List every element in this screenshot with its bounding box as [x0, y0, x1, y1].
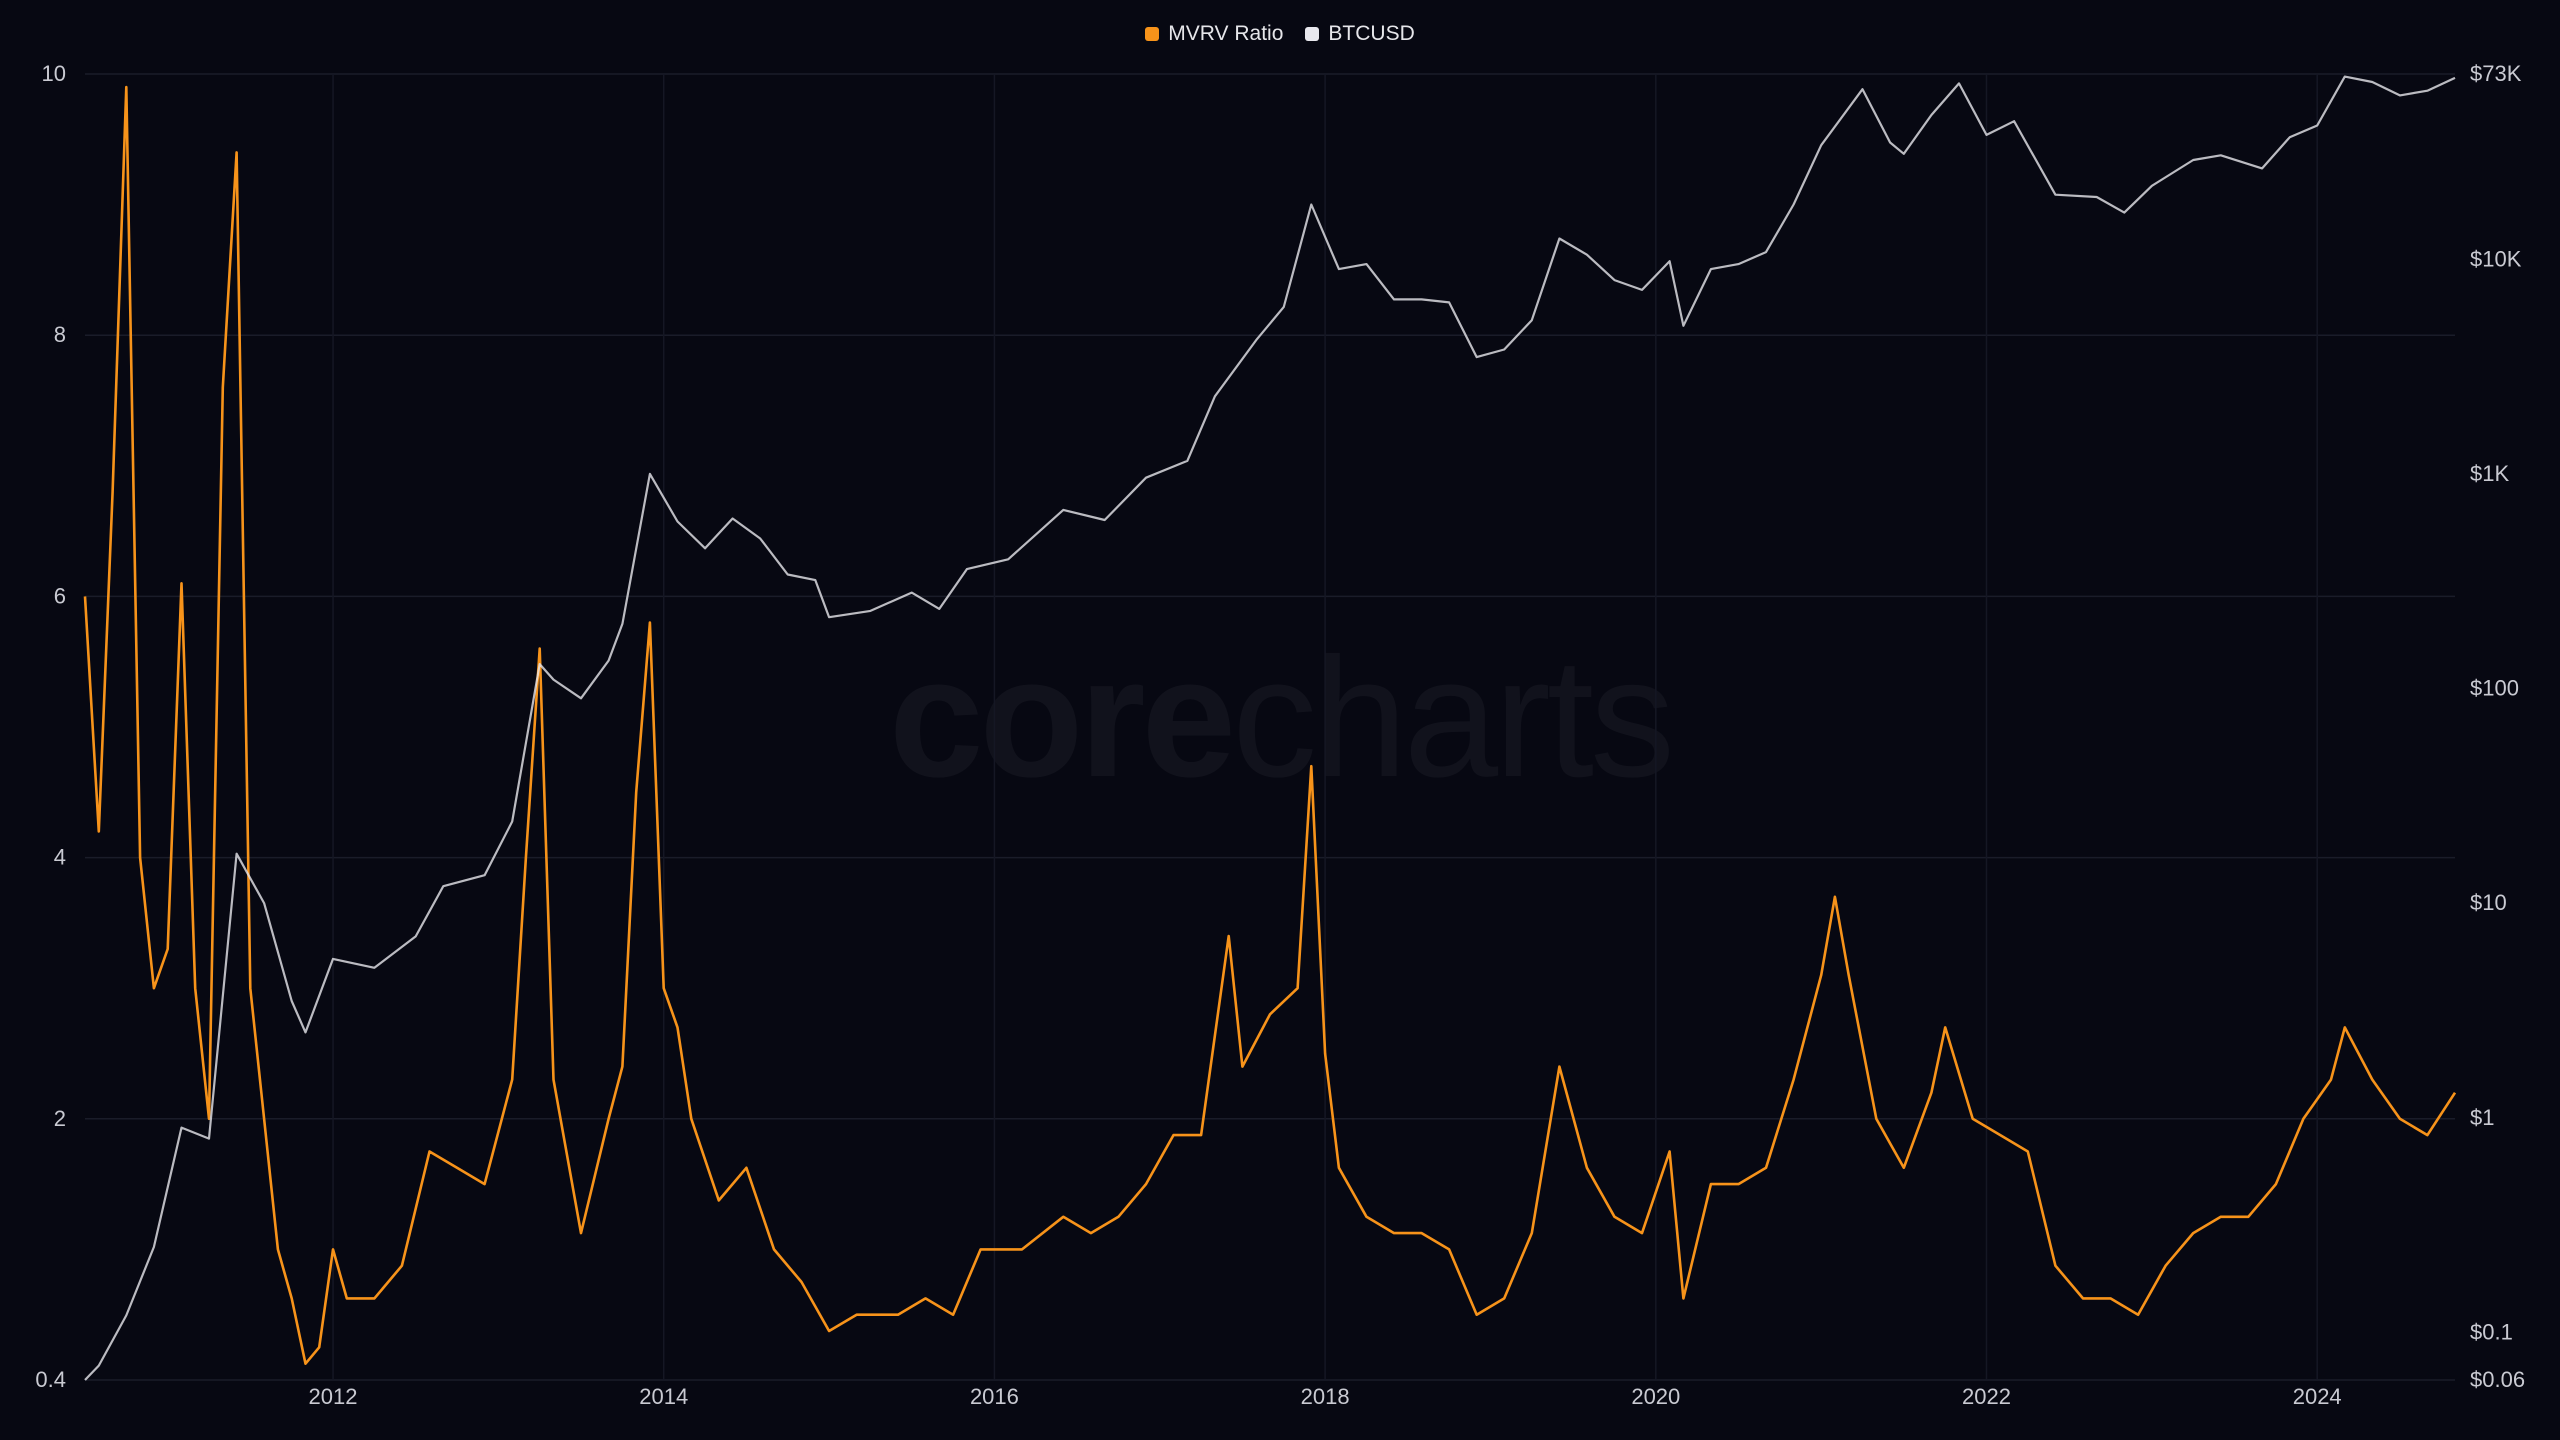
legend-item-btcusd[interactable]: BTCUSD	[1305, 22, 1415, 46]
x-axis-tick-label: 2020	[1631, 1384, 1680, 1409]
right-axis-tick-label: $73K	[2470, 61, 2522, 86]
x-axis-tick-label: 2014	[639, 1384, 688, 1409]
legend-swatch-btcusd	[1305, 27, 1320, 41]
legend-label-btcusd: BTCUSD	[1328, 22, 1415, 45]
x-axis-tick-label: 2022	[1962, 1384, 2011, 1409]
x-axis-tick-label: 2024	[2293, 1384, 2342, 1409]
left-axis-tick-label: 8	[54, 322, 66, 347]
legend-item-mvrv[interactable]: MVRV Ratio	[1145, 22, 1283, 46]
right-axis-tick-label: $100	[2470, 676, 2519, 701]
mvrv-ratio-line	[83, 85, 2457, 1365]
chart-legend: MVRV Ratio BTCUSD	[0, 22, 2560, 46]
right-axis-tick-label: $10K	[2470, 246, 2522, 271]
legend-swatch-mvrv	[1145, 27, 1160, 41]
x-axis-tick-label: 2016	[970, 1384, 1019, 1409]
x-axis-tick-label: 2018	[1301, 1384, 1350, 1409]
left-axis-tick-label: 0.4	[35, 1367, 66, 1392]
left-axis-tick-label: 6	[54, 583, 66, 608]
right-axis-tick-label: $1K	[2470, 461, 2509, 486]
right-axis-tick-label: $1	[2470, 1105, 2494, 1130]
btcusd-price-line	[84, 75, 2456, 1381]
left-axis-tick-label: 4	[54, 845, 66, 870]
right-axis-tick-label: $10	[2470, 890, 2507, 915]
left-axis-tick-label: 2	[54, 1106, 66, 1131]
left-axis-tick-label: 10	[42, 61, 66, 86]
right-axis-tick-label: $0.06	[2470, 1367, 2525, 1392]
x-axis-tick-label: 2012	[309, 1384, 358, 1409]
legend-label-mvrv: MVRV Ratio	[1168, 22, 1284, 45]
right-axis-tick-label: $0.1	[2470, 1319, 2513, 1344]
